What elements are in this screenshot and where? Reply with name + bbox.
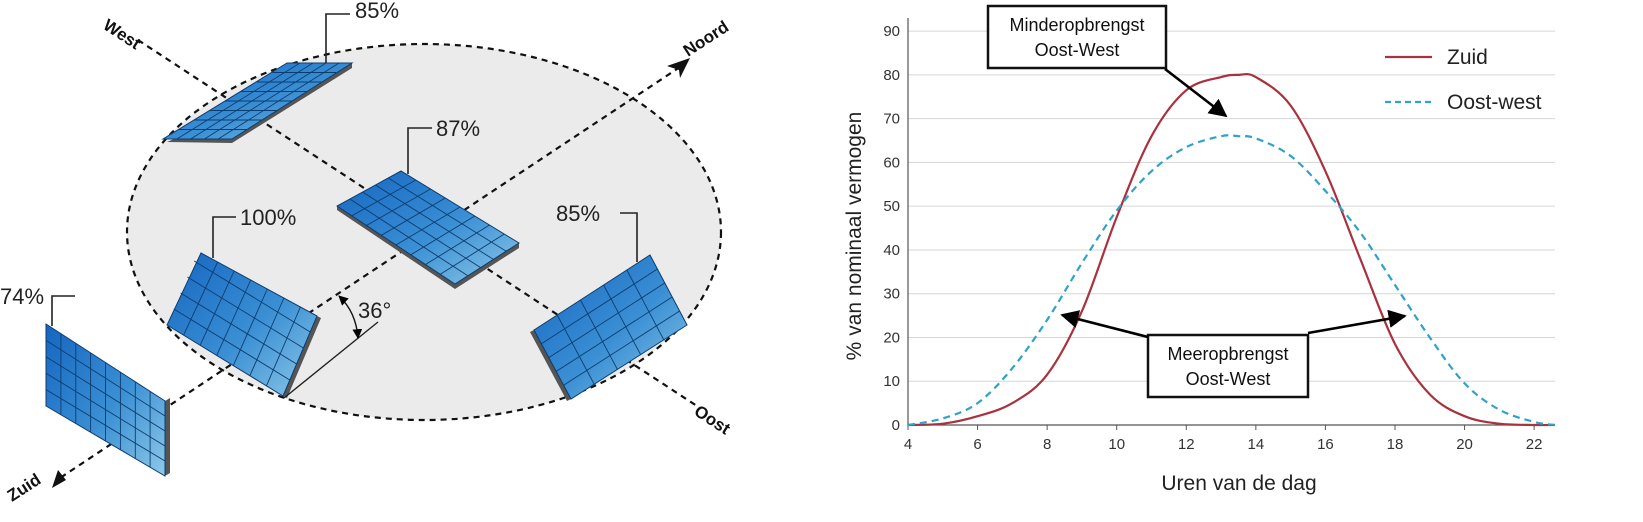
south-label: Zuid — [4, 470, 44, 505]
annotation-meer-line1: Meeropbrengst — [1167, 344, 1288, 364]
power-chart: 0 10 20 30 40 50 60 70 80 90 4 6 8 10 12 14 16 18 20 22 Ure… — [843, 4, 1556, 495]
solar-panel-northwest: 85% — [161, 0, 399, 143]
annotation-meeropbrengst: Meeropbrengst Oost-West — [1060, 309, 1407, 399]
solar-panel-center: 87% — [336, 116, 520, 289]
annotation-minderopbrengst: Minderopbrengst Oost-West — [986, 4, 1228, 118]
gridlines — [908, 30, 1555, 382]
x-tick-label: 14 — [1248, 436, 1265, 453]
x-axis-label: Uren van de dag — [1161, 472, 1316, 495]
solar-panel-east: 85% — [530, 201, 688, 401]
y-tick-label: 60 — [883, 154, 900, 171]
legend: Zuid Oost-west — [1385, 46, 1542, 114]
x-tick-label: 4 — [904, 436, 912, 453]
north-label: Noord — [680, 17, 732, 60]
tick-labels: 0 10 20 30 40 50 60 70 80 90 4 6 8 10 12 14 16 18 20 22 — [883, 23, 1542, 453]
x-tick-label: 22 — [1526, 436, 1543, 453]
percent-south-vertical: 74% — [0, 284, 44, 309]
x-tick-label: 10 — [1108, 436, 1125, 453]
solar-panel-south-tilted: 36° 100% — [166, 205, 391, 399]
x-tick-label: 6 — [973, 436, 981, 453]
y-tick-label: 10 — [883, 373, 900, 390]
west-label: West — [100, 15, 144, 53]
y-tick-label: 50 — [883, 198, 900, 215]
series-lines — [907, 72, 1556, 427]
annotation-minder-line2: Oost-West — [1035, 40, 1120, 60]
series-line-oost-west — [907, 134, 1556, 427]
y-tick-label: 70 — [883, 111, 900, 128]
south-arrow-icon — [52, 470, 66, 488]
percent-east: 85% — [556, 201, 600, 226]
y-tick-label: 30 — [883, 286, 900, 303]
axes — [907, 18, 1555, 430]
percent-center: 87% — [436, 116, 480, 141]
orientation-diagram: West Noord Oost Zuid 85% — [0, 0, 734, 505]
east-label: Oost — [691, 401, 734, 438]
y-tick-label: 0 — [892, 417, 900, 434]
x-tick-label: 20 — [1456, 436, 1473, 453]
tilt-angle-label: 36° — [358, 298, 391, 323]
series-line-zuid — [907, 72, 1556, 427]
annotation-meer-arrow-left — [1060, 310, 1149, 339]
y-axis-label: % van nominaal vermogen — [843, 112, 866, 361]
solar-panel-south-vertical: 74% — [0, 284, 170, 477]
north-arrow-icon — [667, 58, 690, 78]
y-tick-label: 80 — [883, 67, 900, 84]
percent-south-tilted: 100% — [240, 205, 296, 230]
y-tick-label: 40 — [883, 242, 900, 259]
y-tick-label: 20 — [883, 329, 900, 346]
x-tick-label: 18 — [1387, 436, 1404, 453]
annotation-meer-line2: Oost-West — [1186, 369, 1271, 389]
legend-label-zuid: Zuid — [1447, 46, 1488, 69]
percent-northwest: 85% — [355, 0, 399, 23]
y-tick-label: 90 — [883, 23, 900, 40]
annotation-minder-line1: Minderopbrengst — [1009, 15, 1144, 35]
x-tick-label: 12 — [1178, 436, 1195, 453]
annotation-meer-arrow-right — [1307, 309, 1407, 335]
annotation-minder-arrow — [1164, 67, 1228, 118]
x-tick-label: 8 — [1043, 436, 1051, 453]
legend-label-oost-west: Oost-west — [1447, 91, 1542, 114]
x-tick-label: 16 — [1317, 436, 1334, 453]
